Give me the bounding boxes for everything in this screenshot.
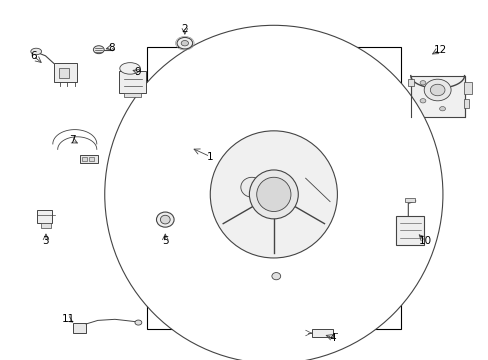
Ellipse shape [160, 215, 170, 224]
Ellipse shape [120, 63, 140, 74]
Text: 7: 7 [69, 135, 76, 145]
Ellipse shape [210, 131, 337, 258]
Text: 8: 8 [108, 42, 115, 53]
Bar [59, 68, 69, 78]
Bar [80, 155, 98, 163]
Text: 2: 2 [181, 24, 188, 34]
Bar [407, 79, 413, 86]
Text: 9: 9 [134, 67, 141, 77]
Bar [123, 93, 141, 97]
Ellipse shape [429, 84, 444, 96]
Bar [463, 99, 468, 108]
Bar [311, 329, 332, 337]
Ellipse shape [419, 81, 425, 85]
Ellipse shape [256, 177, 290, 212]
Ellipse shape [419, 99, 425, 103]
Bar [82, 157, 87, 161]
Ellipse shape [31, 48, 41, 55]
Bar [41, 223, 51, 228]
Text: 12: 12 [432, 45, 446, 55]
Bar [37, 210, 52, 223]
Ellipse shape [177, 37, 192, 49]
Ellipse shape [181, 40, 188, 46]
Bar [54, 63, 77, 82]
Text: 3: 3 [42, 236, 49, 246]
Bar [119, 71, 145, 93]
Bar [410, 76, 464, 117]
Ellipse shape [104, 25, 442, 360]
Ellipse shape [181, 102, 366, 287]
Bar [146, 47, 400, 329]
Text: 11: 11 [61, 314, 75, 324]
Ellipse shape [135, 320, 142, 325]
Ellipse shape [271, 273, 280, 280]
Bar [404, 198, 414, 202]
Bar [463, 82, 471, 94]
Bar [73, 323, 86, 333]
Ellipse shape [156, 212, 174, 227]
Bar [89, 157, 94, 161]
Text: 1: 1 [206, 152, 213, 162]
Ellipse shape [249, 170, 298, 219]
Text: 5: 5 [162, 236, 168, 246]
Bar [395, 216, 424, 245]
Text: 10: 10 [418, 236, 431, 246]
Ellipse shape [439, 107, 445, 111]
Ellipse shape [240, 177, 263, 197]
Ellipse shape [93, 46, 104, 54]
Text: 6: 6 [30, 51, 37, 61]
Text: 4: 4 [328, 333, 335, 343]
Ellipse shape [424, 79, 450, 101]
